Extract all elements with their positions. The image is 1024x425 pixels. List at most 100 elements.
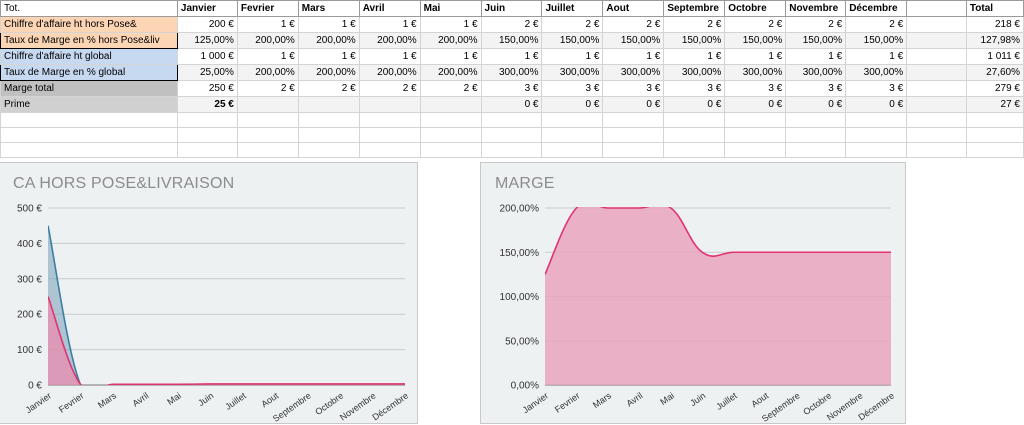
value-cell[interactable]: 2 € bbox=[236, 80, 299, 97]
value-cell[interactable]: 200,00% bbox=[419, 64, 482, 81]
value-cell[interactable]: 150,00% bbox=[480, 32, 543, 49]
value-cell[interactable]: 0 € bbox=[845, 96, 908, 113]
empty-cell[interactable] bbox=[965, 127, 1024, 143]
value-cell[interactable]: 200,00% bbox=[236, 32, 299, 49]
month-header-cell[interactable]: Décembre bbox=[845, 0, 908, 17]
empty-cell[interactable] bbox=[785, 142, 847, 158]
empty-cell[interactable] bbox=[663, 127, 726, 143]
value-cell[interactable]: 1 € bbox=[236, 48, 299, 65]
value-cell[interactable]: 125,00% bbox=[176, 32, 238, 49]
empty-cell[interactable] bbox=[176, 127, 238, 143]
value-cell[interactable]: 300,00% bbox=[724, 64, 787, 81]
row-label-cell[interactable]: Chiffre d'affaire ht hors Pose& bbox=[0, 16, 178, 33]
empty-cell[interactable] bbox=[602, 112, 665, 128]
empty-cell[interactable] bbox=[176, 112, 238, 128]
empty-cell[interactable] bbox=[236, 142, 299, 158]
empty-cell[interactable] bbox=[419, 142, 482, 158]
empty-cell[interactable] bbox=[297, 127, 360, 143]
value-cell[interactable]: 3 € bbox=[785, 80, 847, 97]
value-cell[interactable]: 1 € bbox=[480, 48, 543, 65]
value-cell[interactable]: 0 € bbox=[602, 96, 665, 113]
value-cell[interactable]: 200,00% bbox=[297, 32, 360, 49]
value-cell[interactable]: 1 € bbox=[845, 48, 908, 65]
empty-cell[interactable] bbox=[663, 112, 726, 128]
month-header-cell[interactable]: Fevrier bbox=[236, 0, 299, 17]
empty-cell[interactable] bbox=[906, 32, 967, 49]
row-label-cell[interactable]: Prime bbox=[0, 96, 178, 113]
empty-cell[interactable] bbox=[845, 142, 908, 158]
empty-cell[interactable] bbox=[480, 127, 543, 143]
month-header-cell[interactable]: Avril bbox=[358, 0, 421, 17]
value-cell[interactable]: 1 € bbox=[419, 48, 482, 65]
empty-cell[interactable] bbox=[297, 112, 360, 128]
empty-cell[interactable] bbox=[724, 142, 787, 158]
row-label-cell[interactable]: Chiffre d'affaire ht global bbox=[0, 48, 178, 65]
value-cell[interactable]: 3 € bbox=[602, 80, 665, 97]
value-cell[interactable]: 150,00% bbox=[785, 32, 847, 49]
empty-cell[interactable] bbox=[906, 0, 967, 17]
value-cell[interactable]: 1 € bbox=[297, 48, 360, 65]
empty-cell[interactable] bbox=[906, 142, 967, 158]
value-cell[interactable]: 300,00% bbox=[541, 64, 604, 81]
marge-chart[interactable]: MARGE 0,00% 50,00% 100,00% 150,00% 200,00% Ja… bbox=[480, 162, 906, 424]
value-cell[interactable]: 200,00% bbox=[297, 64, 360, 81]
value-cell[interactable]: 200 € bbox=[176, 16, 238, 33]
value-cell[interactable]: 1 € bbox=[602, 48, 665, 65]
total-cell[interactable]: 27 € bbox=[965, 96, 1024, 113]
month-header-cell[interactable]: Mars bbox=[297, 0, 360, 17]
value-cell[interactable]: 0 € bbox=[785, 96, 847, 113]
value-cell[interactable]: 200,00% bbox=[358, 32, 421, 49]
value-cell[interactable]: 300,00% bbox=[602, 64, 665, 81]
empty-cell[interactable] bbox=[906, 112, 967, 128]
value-cell[interactable]: 150,00% bbox=[541, 32, 604, 49]
value-cell[interactable]: 25 € bbox=[176, 96, 238, 113]
empty-cell[interactable] bbox=[0, 112, 178, 128]
ca-chart[interactable]: CA HORS POSE&LIVRAISON 0 € 100 € 200 € 300 … bbox=[0, 162, 418, 424]
empty-cell[interactable] bbox=[480, 112, 543, 128]
month-header-cell[interactable]: Octobre bbox=[724, 0, 787, 17]
value-cell[interactable]: 2 € bbox=[845, 16, 908, 33]
empty-cell[interactable] bbox=[602, 142, 665, 158]
value-cell[interactable] bbox=[236, 96, 299, 113]
value-cell[interactable]: 1 000 € bbox=[176, 48, 238, 65]
empty-cell[interactable] bbox=[0, 127, 178, 143]
total-cell[interactable]: 27,60% bbox=[965, 64, 1024, 81]
value-cell[interactable]: 1 € bbox=[236, 16, 299, 33]
empty-cell[interactable] bbox=[236, 112, 299, 128]
value-cell[interactable]: 3 € bbox=[541, 80, 604, 97]
value-cell[interactable]: 300,00% bbox=[785, 64, 847, 81]
value-cell[interactable]: 250 € bbox=[176, 80, 238, 97]
value-cell[interactable]: 1 € bbox=[419, 16, 482, 33]
value-cell[interactable]: 25,00% bbox=[176, 64, 238, 81]
value-cell[interactable]: 150,00% bbox=[602, 32, 665, 49]
total-cell[interactable]: 218 € bbox=[965, 16, 1024, 33]
empty-cell[interactable] bbox=[906, 96, 967, 113]
total-cell[interactable]: 1 011 € bbox=[965, 48, 1024, 65]
value-cell[interactable]: 1 € bbox=[358, 48, 421, 65]
total-cell[interactable]: 127,98% bbox=[965, 32, 1024, 49]
empty-cell[interactable] bbox=[906, 16, 967, 33]
empty-cell[interactable] bbox=[965, 112, 1024, 128]
value-cell[interactable]: 2 € bbox=[480, 16, 543, 33]
row-label-cell[interactable]: Taux de Marge en % hors Pose&liv bbox=[0, 32, 178, 49]
empty-cell[interactable] bbox=[906, 64, 967, 81]
empty-cell[interactable] bbox=[906, 127, 967, 143]
value-cell[interactable] bbox=[358, 96, 421, 113]
value-cell[interactable]: 3 € bbox=[480, 80, 543, 97]
value-cell[interactable]: 1 € bbox=[724, 48, 787, 65]
empty-cell[interactable] bbox=[358, 127, 421, 143]
value-cell[interactable]: 2 € bbox=[297, 80, 360, 97]
empty-cell[interactable] bbox=[845, 112, 908, 128]
value-cell[interactable]: 150,00% bbox=[663, 32, 726, 49]
value-cell[interactable]: 3 € bbox=[663, 80, 726, 97]
empty-cell[interactable] bbox=[541, 127, 604, 143]
month-header-cell[interactable]: Novembre bbox=[785, 0, 847, 17]
empty-cell[interactable] bbox=[236, 127, 299, 143]
value-cell[interactable]: 300,00% bbox=[845, 64, 908, 81]
row-label-cell[interactable]: Taux de Marge en % global bbox=[0, 64, 178, 81]
month-header-cell[interactable]: Janvier bbox=[176, 0, 238, 17]
empty-cell[interactable] bbox=[785, 112, 847, 128]
empty-cell[interactable] bbox=[0, 142, 178, 158]
month-header-cell[interactable]: Aout bbox=[602, 0, 665, 17]
empty-cell[interactable] bbox=[358, 112, 421, 128]
